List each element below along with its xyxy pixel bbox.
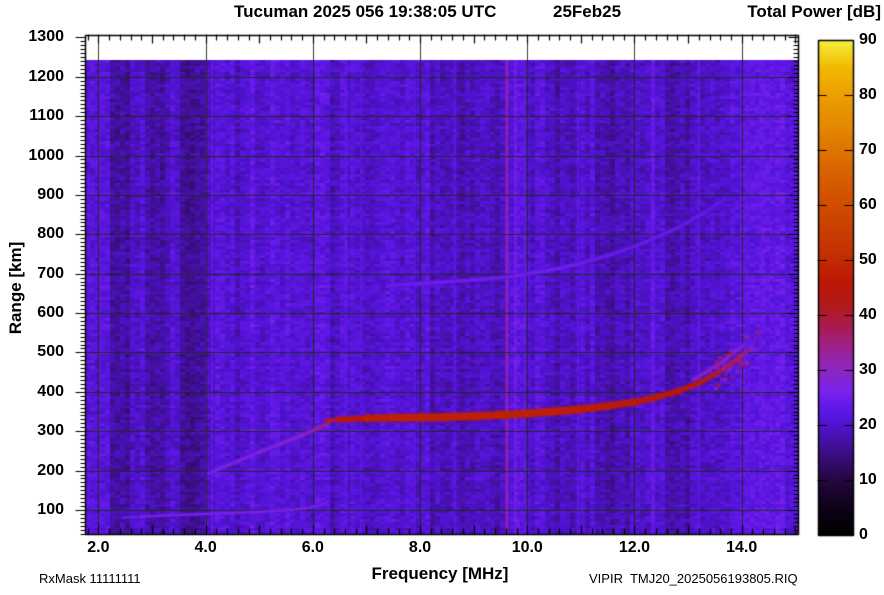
y-tick-label: 800: [37, 225, 64, 243]
x-tick-label: 2.0: [87, 539, 110, 556]
x-tick-label: 10.0: [511, 539, 543, 556]
x-axis-title: Frequency [MHz]: [371, 564, 509, 583]
y-tick-label: 200: [37, 461, 64, 479]
y-tick-label: 400: [37, 382, 64, 400]
y-tick-label: 900: [37, 185, 64, 203]
x-tick-label: 8.0: [408, 539, 432, 556]
colorbar-tick-label: 60: [859, 196, 877, 213]
y-tick-label: 700: [37, 264, 64, 282]
colorbar-tick-label: 10: [859, 471, 877, 488]
y-tick-label: 1000: [28, 146, 64, 164]
plot-date: 25Feb25: [553, 2, 622, 21]
x-tick-label: 12.0: [618, 539, 651, 556]
colorbar-tick-label: 90: [859, 31, 877, 48]
y-tick-label: 100: [37, 500, 64, 518]
colorbar-tick-label: 20: [859, 416, 877, 433]
y-tick-label: 300: [37, 422, 64, 440]
colorbar-tick-label: 40: [859, 306, 877, 323]
y-axis-title: Range [km]: [6, 241, 25, 335]
colorbar-title: Total Power [dB]: [747, 2, 881, 21]
colorbar-tick-label: 50: [859, 251, 877, 268]
colorbar-tick-label: 30: [859, 361, 877, 378]
colorbar-tick-label: 0: [859, 526, 868, 543]
y-tick-label: 1300: [28, 28, 64, 46]
rxmask-label: RxMask 11111111: [39, 571, 141, 586]
x-tick-label: 6.0: [301, 539, 324, 556]
y-tick-label: 500: [37, 343, 64, 361]
x-tick-label: 14.0: [726, 539, 758, 556]
x-tick-label: 4.0: [194, 539, 217, 556]
y-tick-label: 1200: [28, 67, 64, 85]
data-file-label: VIPIR TMJ20_2025056193805.RIQ: [589, 571, 798, 586]
colorbar-tick-label: 80: [859, 86, 877, 103]
plot-title: Tucuman 2025 056 19:38:05 UTC: [234, 2, 497, 21]
y-tick-label: 600: [37, 304, 64, 322]
colorbar-tick-label: 70: [859, 141, 877, 158]
y-tick-label: 1100: [29, 107, 64, 125]
